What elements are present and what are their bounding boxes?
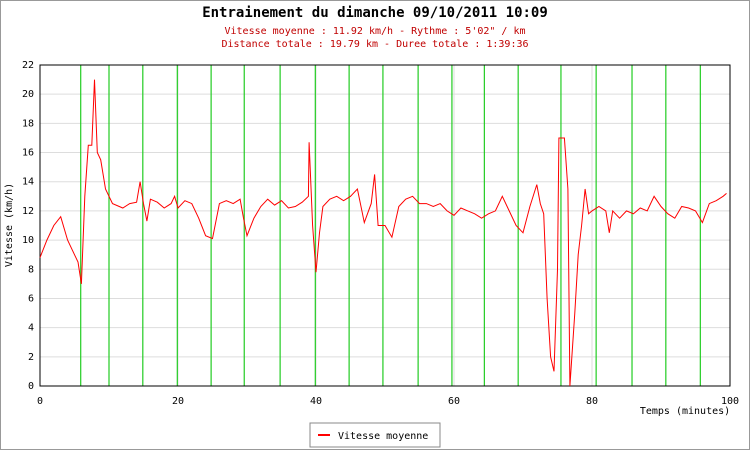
- chart-title: Entrainement du dimanche 09/10/2011 10:0…: [202, 5, 548, 21]
- y-tick-label: 22: [22, 60, 34, 71]
- y-tick-label: 0: [28, 381, 34, 392]
- subtitle: Distance totale : 19.79 km - Duree total…: [221, 39, 528, 50]
- plot-border: [39, 64, 731, 387]
- x-tick-label: 0: [37, 396, 43, 407]
- y-tick-label: 8: [28, 264, 34, 275]
- legend: [309, 422, 441, 448]
- x-tick-label: 100: [721, 396, 739, 407]
- y-tick-label: 10: [22, 235, 34, 246]
- x-tick-label: 60: [448, 396, 460, 407]
- x-tick-label: 80: [586, 396, 598, 407]
- y-tick-label: 14: [22, 177, 34, 188]
- y-tick-label: 20: [22, 89, 34, 100]
- subtitle: Vitesse moyenne : 11.92 km/h - Rythme : …: [224, 26, 525, 37]
- y-tick-label: 16: [22, 148, 34, 159]
- y-tick-label: 12: [22, 206, 34, 217]
- y-tick-label: 18: [22, 118, 34, 129]
- y-tick-label: 6: [28, 293, 34, 304]
- y-tick-label: 4: [28, 323, 34, 334]
- series-line: [39, 79, 727, 387]
- y-tick-label: 2: [28, 352, 34, 363]
- x-axis-label: Temps (minutes): [640, 406, 730, 417]
- y-axis-label: Vitesse (km/h): [4, 183, 15, 267]
- legend-label: Vitesse moyenne: [338, 431, 428, 442]
- x-tick-label: 40: [310, 396, 322, 407]
- x-tick-label: 20: [172, 396, 184, 407]
